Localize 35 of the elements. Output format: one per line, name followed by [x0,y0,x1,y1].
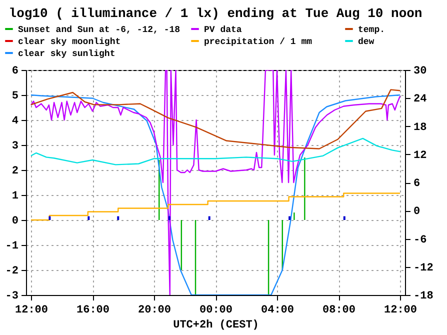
y2-tick-label: -18 [414,290,434,302]
legend-label: clear sky moonlight [18,37,121,47]
legend-label: clear sky sunlight [18,49,116,59]
y-tick-label: 5 [12,90,19,102]
legend-label: temp. [358,25,386,35]
y-tick-label: -1 [5,240,19,252]
x-tick-label: 12:00 [14,304,48,316]
y2-tick-label: 6 [414,178,420,190]
y2-tick-label: 12 [414,150,427,162]
y-tick-label: 6 [12,66,18,78]
x-tick-label: 16:00 [76,304,110,316]
legend-label: precipitation / 1 mm [204,37,313,47]
y2-tick-label: 30 [414,66,427,78]
x-tick-label: 04:00 [260,304,294,316]
y-tick-label: 1 [12,190,19,202]
y-tick-label: 3 [12,140,19,152]
y-tick-label: 2 [12,166,18,178]
x-tick-label: 00:00 [199,304,233,316]
x-axis-title: UTC+2h (CEST) [173,320,259,332]
chart-title: log10 ( illuminance / 1 lx) ending at Tue Aug 10 noon [8,6,422,21]
y2-tick-label: 24 [414,94,428,106]
x-tick-label: 20:00 [138,304,172,316]
y-tick-label: 0 [12,216,18,228]
legend-label: dew [358,37,375,47]
y2-tick-label: 0 [414,206,420,218]
x-tick-label: 12:00 [384,304,418,316]
legend-label: Sunset and Sun at -6, -12, -18 [18,25,180,35]
legend-label: PV data [204,25,242,35]
y-tick-label: 4 [12,116,19,128]
y2-tick-label: -12 [414,262,434,274]
y-tick-label: -3 [5,290,19,302]
y2-tick-label: 18 [414,122,428,134]
y2-tick-label: -6 [414,234,427,246]
y-tick-label: -2 [5,266,18,278]
x-tick-label: 08:00 [322,304,356,316]
